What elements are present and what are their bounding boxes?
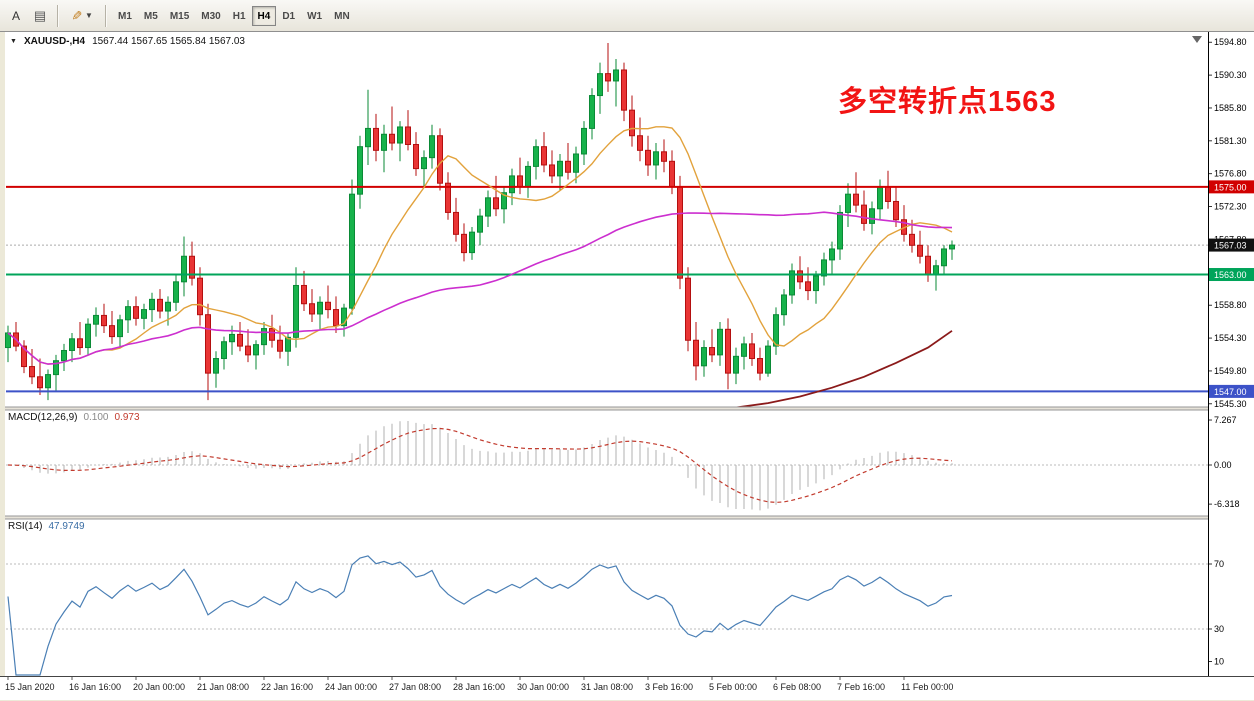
timeframe-group: M1 M5 M15 M30 H1 H4 D1 W1 MN <box>112 5 356 26</box>
template-tool-button[interactable]: ▤ <box>29 5 51 27</box>
svg-text:7.267: 7.267 <box>1214 415 1237 425</box>
svg-text:15 Jan 2020: 15 Jan 2020 <box>5 682 55 692</box>
svg-text:1581.30: 1581.30 <box>1214 136 1247 146</box>
chart-window: 1594.80 1590.30 1585.80 1581.30 1576.80 1572.… <box>0 32 1254 700</box>
svg-text:30 Jan 00:00: 30 Jan 00:00 <box>517 682 569 692</box>
svg-text:22 Jan 16:00: 22 Jan 16:00 <box>261 682 313 692</box>
svg-text:7 Feb 16:00: 7 Feb 16:00 <box>837 682 885 692</box>
chevron-down-icon: ▼ <box>84 11 93 20</box>
svg-text:30: 30 <box>1214 624 1224 634</box>
line-color-button[interactable]: ✎ ▼ <box>65 5 99 27</box>
toolbar: A ▤ ✎ ▼ M1 M5 M15 M30 H1 H4 D1 W1 MN <box>0 0 1254 32</box>
svg-text:1575.00: 1575.00 <box>1214 182 1247 192</box>
svg-text:1567.03: 1567.03 <box>1214 241 1247 251</box>
svg-text:16 Jan 16:00: 16 Jan 16:00 <box>69 682 121 692</box>
timeframe-button-h1[interactable]: H1 <box>232 11 246 22</box>
timeframe-button-m30[interactable]: M30 <box>201 11 221 22</box>
svg-text:28 Jan 16:00: 28 Jan 16:00 <box>453 682 505 692</box>
toolbar-separator <box>57 4 59 27</box>
svg-text:1585.80: 1585.80 <box>1214 103 1247 113</box>
svg-text:-6.318: -6.318 <box>1214 499 1240 509</box>
timeframe-button-m5[interactable]: M5 <box>143 11 158 22</box>
timeframe-button-d1[interactable]: D1 <box>282 11 296 22</box>
timeframe-button-mn[interactable]: MN <box>334 11 350 22</box>
chart-canvas[interactable]: 1594.80 1590.30 1585.80 1581.30 1576.80 1572.… <box>0 32 1254 700</box>
svg-text:27 Jan 08:00: 27 Jan 08:00 <box>389 682 441 692</box>
svg-text:10: 10 <box>1214 657 1224 667</box>
svg-text:31 Jan 08:00: 31 Jan 08:00 <box>581 682 633 692</box>
template-icon: ▤ <box>33 8 47 23</box>
svg-text:0.00: 0.00 <box>1214 460 1232 470</box>
svg-text:1576.80: 1576.80 <box>1214 169 1247 179</box>
svg-text:70: 70 <box>1214 559 1224 569</box>
arrow-tool-button[interactable]: A <box>5 5 27 27</box>
timeframe-button-m15[interactable]: M15 <box>169 11 190 22</box>
svg-text:1558.80: 1558.80 <box>1214 300 1247 310</box>
svg-text:1594.80: 1594.80 <box>1214 37 1247 47</box>
pencil-icon: ✎ <box>69 10 85 21</box>
svg-text:11 Feb 00:00: 11 Feb 00:00 <box>901 682 953 692</box>
svg-text:24 Jan 00:00: 24 Jan 00:00 <box>325 682 377 692</box>
svg-text:1554.30: 1554.30 <box>1214 333 1247 343</box>
svg-text:21 Jan 08:00: 21 Jan 08:00 <box>197 682 249 692</box>
svg-text:6 Feb 08:00: 6 Feb 08:00 <box>773 682 821 692</box>
svg-text:3 Feb 16:00: 3 Feb 16:00 <box>645 682 693 692</box>
price-badge <box>1209 180 1254 194</box>
timeframe-button-m1[interactable]: M1 <box>118 11 132 22</box>
price-badge <box>1209 384 1254 398</box>
svg-text:20 Jan 00:00: 20 Jan 00:00 <box>133 682 185 692</box>
svg-text:1572.30: 1572.30 <box>1214 202 1247 212</box>
svg-text:5 Feb 00:00: 5 Feb 00:00 <box>709 682 757 692</box>
price-badge <box>1209 238 1254 252</box>
timeframe-button-h4[interactable]: H4 <box>251 5 277 26</box>
svg-text:1549.80: 1549.80 <box>1214 366 1247 376</box>
price-badge <box>1209 268 1254 282</box>
arrow-tool-label: A <box>11 8 20 23</box>
svg-text:1545.30: 1545.30 <box>1214 399 1247 409</box>
toolbar-separator <box>105 4 107 27</box>
svg-text:1563.00: 1563.00 <box>1214 270 1247 280</box>
timeframe-button-w1[interactable]: W1 <box>307 11 323 22</box>
svg-text:1547.00: 1547.00 <box>1214 387 1247 397</box>
svg-text:1590.30: 1590.30 <box>1214 70 1247 80</box>
